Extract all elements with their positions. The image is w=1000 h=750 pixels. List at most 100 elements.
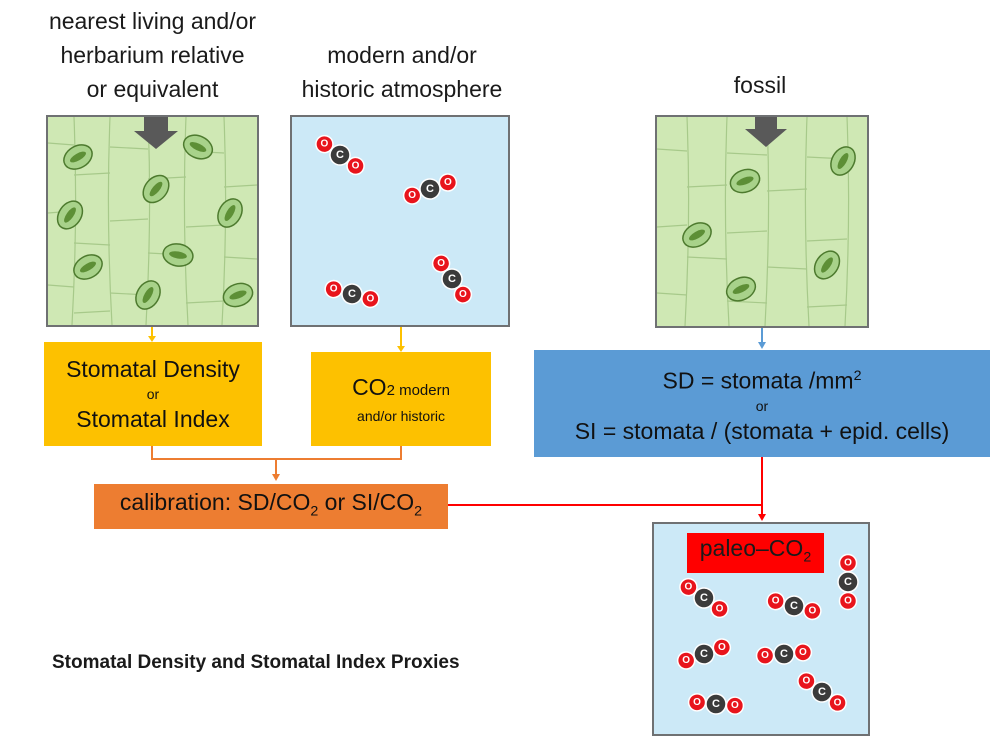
- sd-formula: SD = stomata /mm2: [662, 361, 861, 396]
- oxygen-symbol: O: [772, 596, 780, 607]
- living-relative-label: nearest living and/or herbarium relative…: [20, 4, 285, 106]
- oxygen-symbol: O: [408, 190, 416, 201]
- calibration-box: calibration: SD/CO2 or SI/CO2: [94, 484, 448, 529]
- formula-or: or: [755, 397, 769, 414]
- carbon-atom: [693, 643, 715, 665]
- oxygen-symbol: O: [834, 697, 842, 708]
- oxygen-symbol: O: [366, 293, 374, 304]
- co2-subscript: 2 modern: [386, 382, 450, 399]
- calibration-text: calibration: SD/CO2 or SI/CO2: [120, 487, 422, 527]
- carbon-symbol: C: [700, 648, 708, 660]
- oxygen-atom: [828, 693, 847, 713]
- fossil-label: fossil: [733, 72, 787, 98]
- stomata-group: [56, 134, 254, 310]
- stomatal-density-box: Stomatal Density or Stomatal Index: [44, 342, 262, 446]
- living-leaf-panel: [46, 115, 259, 327]
- living-label-line2: herbarium relative: [60, 42, 245, 68]
- co2-modern-box: CO2 modern and/or historic: [311, 352, 491, 446]
- oxygen-symbol: O: [330, 284, 338, 295]
- oxygen-atom: [803, 601, 822, 621]
- oxygen-symbol: O: [321, 139, 329, 150]
- co2-molecule: O OC: [676, 638, 732, 670]
- calibration-sub1: 2: [310, 503, 319, 520]
- co2-molecule: O OC: [315, 134, 365, 176]
- co2-modern-line2: and/or historic: [357, 408, 445, 424]
- carbon-atom: [773, 643, 795, 665]
- sd-formula-text: SD = stomata /mm: [662, 367, 854, 394]
- carbon-symbol: C: [336, 149, 344, 161]
- arrowhead-atmos-to-co2: [397, 346, 405, 352]
- calibration-middle: or SI/CO: [318, 488, 415, 515]
- density-box-or: or: [146, 386, 160, 402]
- carbon-atom: [341, 283, 363, 305]
- atmos-label-line2: historic atmosphere: [301, 76, 503, 102]
- co2-molecule: O OC: [837, 553, 859, 611]
- oxygen-symbol: O: [803, 676, 811, 687]
- arrow-down-icon: [134, 117, 178, 149]
- carbon-atom: [329, 144, 351, 166]
- arrowhead-leaf-to-density: [148, 336, 156, 342]
- carbon-symbol: C: [426, 183, 434, 195]
- carbon-symbol: C: [790, 600, 798, 612]
- sd-formula-sup: 2: [853, 368, 862, 385]
- oxygen-symbol: O: [844, 558, 852, 569]
- carbon-atom: [693, 587, 715, 609]
- leaf-epidermis-living: [48, 117, 257, 325]
- oxygen-atom: [346, 156, 365, 176]
- arrowhead-fossil-to-formula: [758, 342, 766, 349]
- formula-box: SD = stomata /mm2 or SI = stomata / (sto…: [534, 350, 990, 457]
- calibration-prefix: calibration: SD/CO: [119, 488, 311, 515]
- oxygen-symbol: O: [799, 647, 807, 658]
- leaf-epidermis-fossil: [657, 117, 856, 326]
- oxygen-symbol: O: [459, 289, 467, 300]
- carbon-symbol: C: [348, 288, 356, 300]
- diagram-title: Stomatal Density and Stomatal Index Prox…: [52, 652, 460, 673]
- co2-molecule: O OC: [402, 173, 458, 205]
- carbon-symbol: C: [700, 592, 708, 604]
- oxygen-symbol: O: [844, 596, 852, 607]
- oxygen-symbol: O: [352, 160, 360, 171]
- co2-molecule: O OC: [766, 591, 822, 621]
- oxygen-atom: [710, 599, 729, 619]
- co2-molecule: O OC: [431, 254, 473, 304]
- carbon-atom: [811, 681, 833, 703]
- living-label-line1: nearest living and/or: [48, 8, 257, 34]
- living-label-line3: or equivalent: [86, 76, 219, 102]
- co2-molecule: O OC: [687, 693, 745, 715]
- atmosphere-label: modern and/or historic atmosphere: [272, 38, 532, 106]
- stomata-group: [682, 146, 856, 302]
- carbon-symbol: C: [448, 273, 456, 285]
- carbon-symbol: C: [712, 698, 720, 710]
- co2-molecule: O OC: [755, 643, 813, 665]
- carbon-atom: [441, 268, 463, 290]
- density-box-line3: Stomatal Index: [76, 406, 230, 432]
- co2-molecule: O OC: [324, 279, 380, 309]
- density-box-line1: Stomatal Density: [66, 356, 240, 382]
- arrowhead-paleo: [758, 514, 766, 521]
- oxygen-symbol: O: [682, 655, 690, 666]
- fossil-leaf-panel: [655, 115, 869, 328]
- oxygen-symbol: O: [685, 582, 693, 593]
- carbon-symbol: C: [780, 648, 788, 660]
- co2-text: CO: [352, 374, 387, 400]
- arrowhead-calibration: [272, 474, 280, 481]
- carbon-atom: [705, 693, 727, 715]
- carbon-atom: [783, 595, 805, 617]
- si-formula: SI = stomata / (stomata + epid. cells): [574, 417, 950, 444]
- carbon-atom: [837, 571, 859, 593]
- oxygen-symbol: O: [731, 700, 739, 711]
- co2-molecule: O OC: [679, 577, 729, 619]
- paleo-sub: 2: [803, 549, 812, 566]
- carbon-symbol: C: [818, 686, 826, 698]
- paleo-text: paleo–CO: [699, 535, 804, 562]
- oxygen-symbol: O: [761, 650, 769, 661]
- calibration-sub2: 2: [414, 503, 423, 520]
- oxygen-symbol: O: [716, 603, 724, 614]
- paleo-co2-label: paleo–CO2: [687, 533, 824, 573]
- co2-modern-line1: CO2 modern: [352, 372, 450, 406]
- arrow-down-icon: [745, 117, 787, 147]
